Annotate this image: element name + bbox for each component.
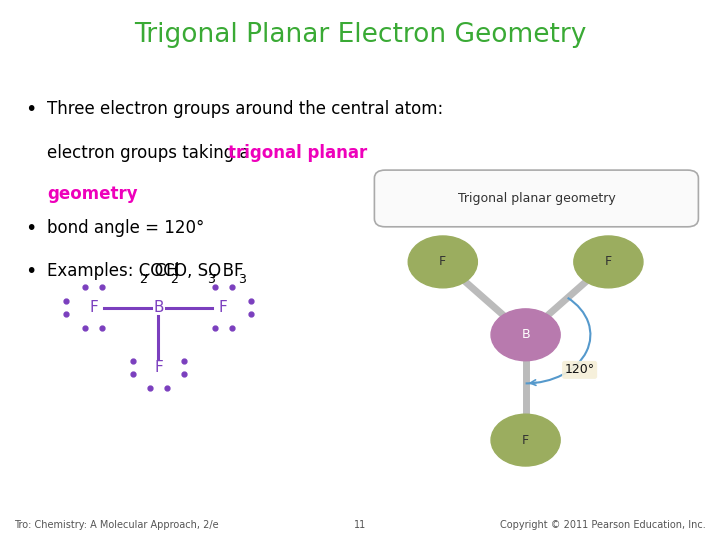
Text: bond angle = 120°: bond angle = 120° [47, 219, 204, 237]
Text: Trigonal planar geometry: Trigonal planar geometry [457, 192, 616, 205]
Text: Trigonal Planar Electron Geometry: Trigonal Planar Electron Geometry [134, 22, 586, 48]
Circle shape [491, 309, 560, 361]
Circle shape [408, 236, 477, 288]
Text: F: F [522, 434, 529, 447]
Circle shape [574, 236, 643, 288]
Text: F: F [89, 300, 98, 315]
Text: F: F [605, 255, 612, 268]
Text: 3: 3 [238, 273, 246, 286]
Text: Examples: COCl: Examples: COCl [47, 262, 179, 280]
Text: 11: 11 [354, 520, 366, 530]
Text: •: • [25, 100, 37, 119]
Circle shape [491, 414, 560, 466]
Text: , BF: , BF [212, 262, 243, 280]
Text: trigonal planar: trigonal planar [228, 144, 367, 162]
Text: 2: 2 [140, 273, 148, 286]
Text: B: B [521, 328, 530, 341]
Text: , CH: , CH [144, 262, 179, 280]
Text: O, SO: O, SO [174, 262, 222, 280]
Text: F: F [439, 255, 446, 268]
Text: B: B [153, 300, 163, 315]
Text: Tro: Chemistry: A Molecular Approach, 2/e: Tro: Chemistry: A Molecular Approach, 2/… [14, 520, 219, 530]
Text: electron groups taking a: electron groups taking a [47, 144, 255, 162]
Text: F: F [219, 300, 228, 315]
Text: 3: 3 [207, 273, 215, 286]
Text: geometry: geometry [47, 185, 138, 202]
Text: Three electron groups around the central atom:: Three electron groups around the central… [47, 100, 443, 118]
Text: Copyright © 2011 Pearson Education, Inc.: Copyright © 2011 Pearson Education, Inc. [500, 520, 706, 530]
Text: 2: 2 [170, 273, 178, 286]
Text: •: • [25, 219, 37, 238]
Text: 120°: 120° [564, 363, 595, 376]
Text: F: F [154, 360, 163, 375]
Text: •: • [25, 262, 37, 281]
FancyBboxPatch shape [374, 170, 698, 227]
